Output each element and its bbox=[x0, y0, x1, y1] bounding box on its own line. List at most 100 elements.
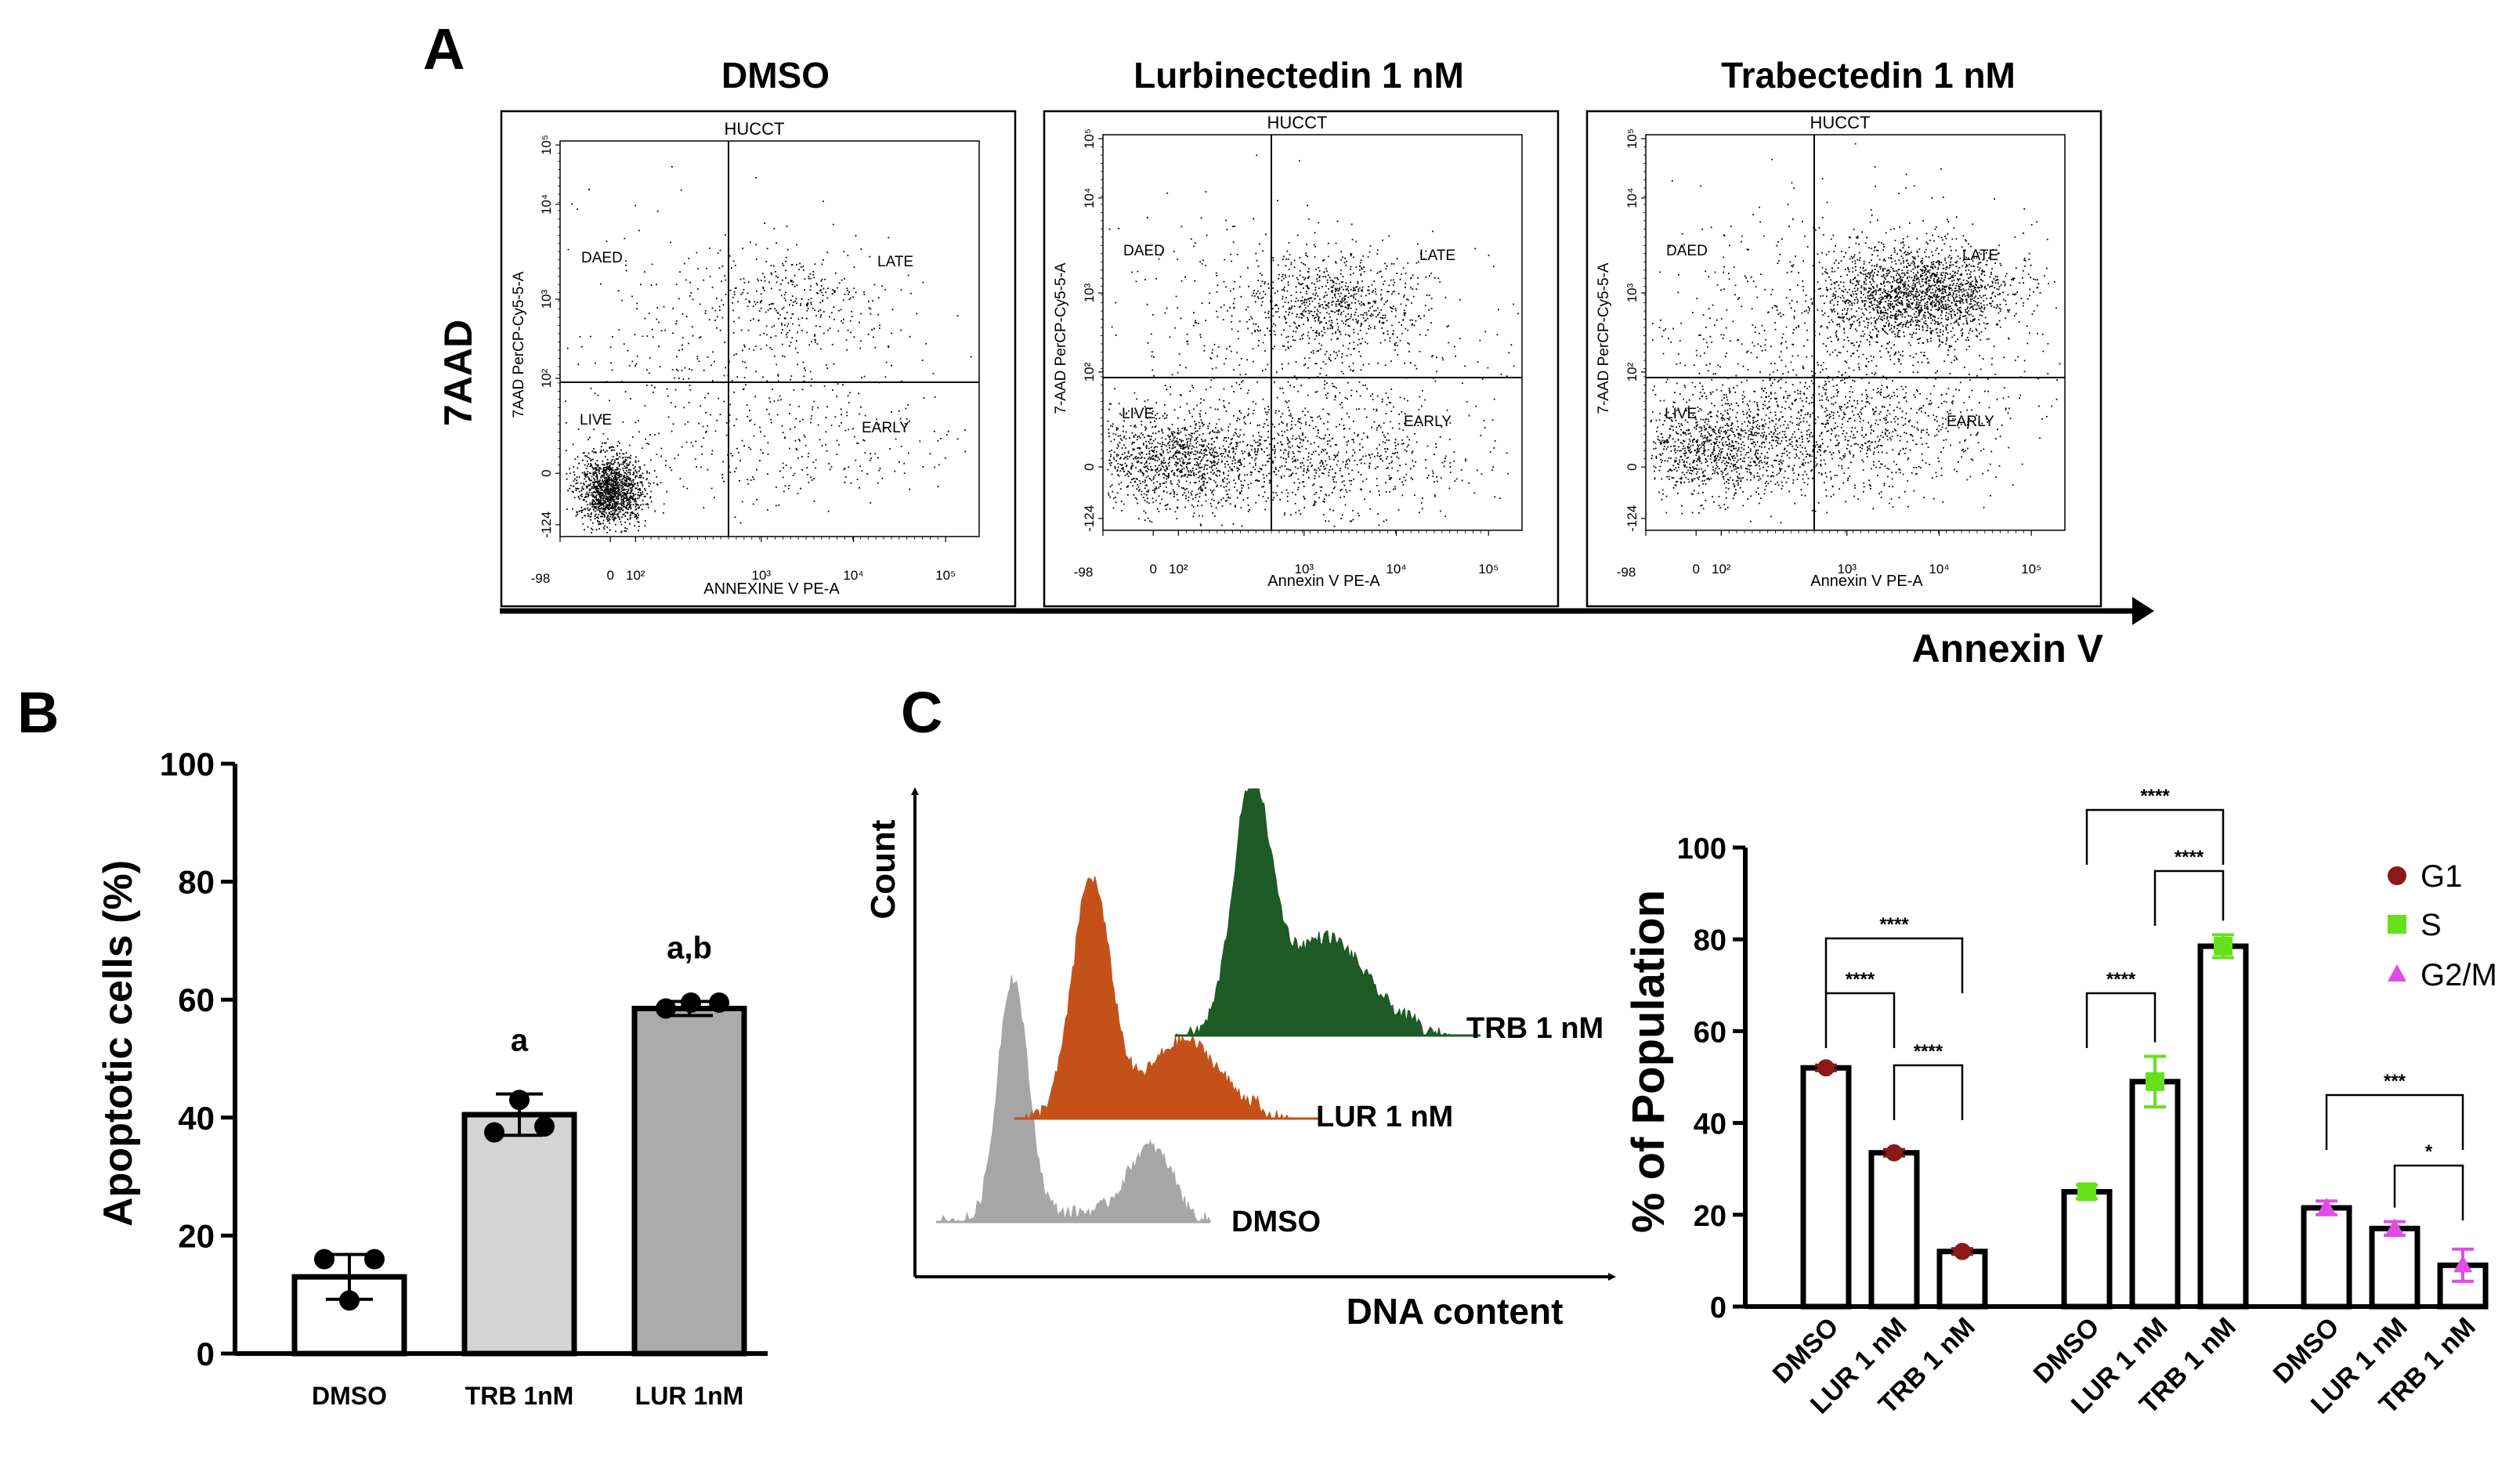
quadrant-label-live: LIVE bbox=[1122, 406, 1154, 422]
facs-x-tick-label: 10⁴ bbox=[1929, 562, 1949, 577]
data-point bbox=[509, 1090, 530, 1111]
facs-x-tick-label: 0 bbox=[1149, 562, 1156, 577]
facs-x-tick-label: 10⁴ bbox=[843, 568, 863, 583]
significance-annotation: a bbox=[511, 1024, 529, 1058]
facs-x-tick-label: 10⁵ bbox=[2021, 562, 2041, 577]
cell-cycle-y-axis-label: % of Population bbox=[1623, 890, 1674, 1233]
facs-x-tick-label: 10² bbox=[626, 568, 645, 583]
facs-y-tick-label: 10⁵ bbox=[1625, 128, 1640, 149]
facs-y-tick-label: 10³ bbox=[1625, 283, 1640, 302]
legend-marker-g1 bbox=[2388, 866, 2406, 885]
facs-x-tick-label: 0 bbox=[606, 568, 613, 583]
bar-g2m-1 bbox=[2369, 1225, 2421, 1310]
facs-ticks: -124 0 10² 10³ 10⁴ 10⁵ -98 0 10² 10³ 10⁴ 10⁵ bbox=[531, 135, 956, 586]
facs-y-tick-label: 10³ bbox=[539, 289, 554, 309]
facs-x-tick-label: 10³ bbox=[1838, 562, 1857, 577]
s-marker bbox=[2077, 1182, 2096, 1202]
significance-label: **** bbox=[1879, 914, 1909, 935]
bar-lur-1nm bbox=[631, 1005, 747, 1357]
legend-label: S bbox=[2421, 908, 2442, 942]
y-tick-label: 0 bbox=[197, 1336, 215, 1372]
quadrant-label-dead: DAED bbox=[581, 250, 623, 266]
facs-x-tick-label: 10⁵ bbox=[935, 568, 956, 583]
data-point bbox=[484, 1122, 504, 1143]
facs-plot-trabectedin: Trabectedin 1 nM HUCCT DAED LATE LIVE EA… bbox=[1585, 55, 2102, 608]
bar-s-1 bbox=[2129, 1079, 2181, 1310]
facs-y-tick-label: 0 bbox=[1082, 463, 1097, 470]
facs-sample-name: HUCCT bbox=[1810, 113, 1871, 132]
facs-x-tick-label: 10³ bbox=[1295, 562, 1314, 577]
histogram-label-dmso: DMSO bbox=[1231, 1206, 1321, 1238]
significance-bracket bbox=[1824, 937, 1964, 993]
quadrant-label-dead: DAED bbox=[1666, 243, 1708, 259]
facs-y-axis-label: 7-AAD PerCP-Cy5-5-A bbox=[1053, 262, 1069, 414]
y-tick-label: 100 bbox=[1677, 833, 1726, 866]
histogram-lur bbox=[1014, 876, 1289, 1119]
facs-plot-border bbox=[1585, 110, 2102, 608]
significance-bracket bbox=[1824, 992, 1896, 1048]
facs-x-axis-label: ANNEXINE V PE-A bbox=[703, 580, 840, 598]
legend-marker-g2m bbox=[2388, 964, 2406, 981]
quadrant-label-live: LIVE bbox=[580, 412, 612, 428]
g2m-marker bbox=[2385, 1218, 2404, 1236]
bar-s-0 bbox=[2061, 1189, 2113, 1310]
panel-b-y-axis-label: Apoptotic cells (%) bbox=[96, 860, 141, 1227]
facs-ticks: -124 0 10² 10³ 10⁴ 10⁵ -98 0 10² 10³ 10⁴ 10⁵ bbox=[1617, 128, 2041, 580]
y-tick-label: 60 bbox=[178, 981, 215, 1018]
facs-plot-lurbinectedin: Lurbinectedin 1 nM HUCCT DAED LATE LIVE … bbox=[1043, 55, 1560, 608]
facs-dots-path bbox=[1650, 143, 2061, 524]
facs-plot-title: Lurbinectedin 1 nM bbox=[1133, 55, 1464, 96]
bar-g1-2 bbox=[1936, 1249, 1988, 1310]
data-point bbox=[709, 992, 729, 1013]
facs-y-tick-label: 10⁴ bbox=[539, 194, 554, 215]
facs-event-dots bbox=[565, 166, 972, 533]
quadrant-label-dead: DAED bbox=[1123, 243, 1165, 259]
y-tick-label: 20 bbox=[178, 1217, 215, 1254]
histogram-x-label: DNA content bbox=[1347, 1291, 1564, 1332]
panel-a-y-axis-label: 7AAD bbox=[436, 320, 480, 426]
facs-plot-border bbox=[1043, 110, 1560, 608]
facs-x-axis-label: Annexin V PE-A bbox=[1810, 573, 1923, 590]
facs-plot-title: Trabectedin 1 nM bbox=[1721, 55, 2016, 96]
facs-x-tick-label: 10⁴ bbox=[1386, 562, 1406, 577]
g2m-marker bbox=[2453, 1255, 2472, 1273]
facs-y-axis-label: 7AAD PerCP-Cy5-5-A bbox=[511, 271, 527, 418]
facs-y-tick-label: 10² bbox=[539, 368, 554, 388]
facs-plot-frame bbox=[559, 140, 980, 537]
y-tick-label: 80 bbox=[178, 864, 215, 901]
panel-b-label: B bbox=[17, 680, 59, 745]
dna-content-histograms bbox=[936, 788, 1481, 1224]
facs-x-tick-label: 10² bbox=[1169, 562, 1188, 577]
histogram-label-lur: LUR 1 nM bbox=[1316, 1101, 1453, 1133]
facs-plot-title: DMSO bbox=[721, 55, 830, 96]
panel-a-x-axis-label: Annexin V bbox=[1912, 627, 2104, 671]
y-tick-label: 60 bbox=[1694, 1016, 1726, 1049]
quadrant-label-live: LIVE bbox=[1665, 406, 1697, 422]
data-point bbox=[534, 1116, 555, 1137]
facs-ticks: -124 0 10² 10³ 10⁴ 10⁵ -98 0 10² 10³ 10⁴ 10⁵ bbox=[1074, 128, 1499, 580]
cell-cycle-legend: G1 S G2/M bbox=[2388, 859, 2497, 992]
quadrant-label-late: LATE bbox=[877, 254, 913, 270]
data-point bbox=[656, 998, 676, 1019]
facs-y-tick-label: -124 bbox=[539, 511, 554, 538]
x-tick-label: TRB 1nM bbox=[465, 1382, 574, 1410]
facs-x-tick-label: -98 bbox=[531, 571, 551, 586]
facs-plot-dmso: DMSO HUCCT DAED LATE LIVE EARLY 7AAD Per… bbox=[500, 55, 1017, 608]
facs-x-axis-label: Annexin V PE-A bbox=[1267, 573, 1380, 590]
panel-c-label: C bbox=[901, 680, 942, 745]
y-tick-label: 80 bbox=[1694, 924, 1726, 957]
facs-event-dots bbox=[1107, 154, 1520, 527]
panel-b: B Apoptotic cells (%) 0 20 40 60 80 100 DMSO TR… bbox=[17, 680, 768, 1410]
histogram-dmso bbox=[936, 974, 1211, 1224]
significance-bracket bbox=[1893, 1064, 1964, 1120]
facs-dots-path bbox=[1107, 154, 1520, 527]
facs-x-tick-label: -98 bbox=[1074, 565, 1094, 580]
significance-bracket bbox=[2393, 1164, 2464, 1220]
s-marker bbox=[2214, 936, 2233, 956]
facs-y-tick-label: 10³ bbox=[1082, 283, 1097, 302]
facs-event-dots bbox=[1650, 143, 2061, 524]
